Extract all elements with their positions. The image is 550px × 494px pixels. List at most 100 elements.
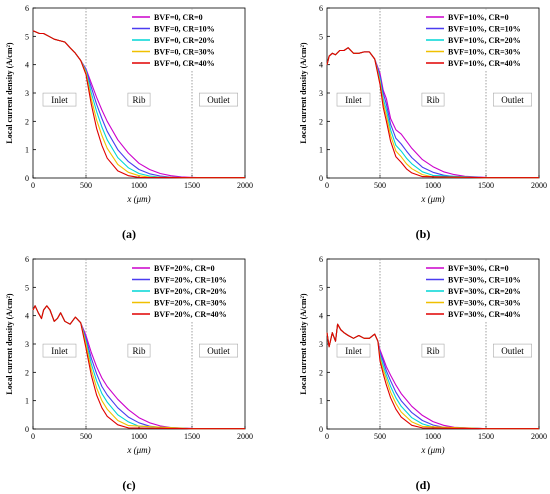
series-line — [326, 323, 539, 430]
region-label: Inlet — [51, 346, 68, 356]
x-tick-label: 1500 — [184, 181, 200, 190]
x-tick-label: 2000 — [237, 181, 253, 190]
x-tick-label: 500 — [80, 432, 92, 441]
legend-entry: BVF=30%, CR=10% — [448, 276, 521, 285]
region-label-box — [42, 92, 77, 107]
region-label-box — [421, 92, 445, 107]
legend-entry: BVF=30%, CR=20% — [448, 287, 521, 296]
legend-entry: BVF=0, CR=20% — [154, 36, 215, 45]
region-label: Inlet — [345, 346, 362, 356]
y-tick-label: 3 — [25, 340, 29, 349]
y-tick-label: 0 — [319, 174, 323, 183]
region-label-box — [127, 92, 151, 107]
x-axis-label: x (μm) — [420, 445, 444, 455]
x-tick-label: 2000 — [531, 432, 547, 441]
x-tick-label: 500 — [374, 432, 386, 441]
y-tick-label: 6 — [25, 4, 29, 13]
x-tick-label: 2000 — [531, 181, 547, 190]
x-axis-label: x (μm) — [420, 194, 444, 204]
chart-panel: 0 500 1000 1500 2000 0 1 2 3 4 5 6 Inlet Rib Outlet BVF… — [299, 4, 547, 241]
series-line — [326, 323, 539, 430]
x-tick-label: 500 — [374, 181, 386, 190]
region-label-box — [421, 343, 445, 358]
y-axis-label: Local current density (A/cm²) — [299, 42, 308, 143]
series-line — [326, 323, 539, 430]
y-tick-label: 2 — [25, 368, 29, 377]
y-tick-label: 0 — [25, 174, 29, 183]
series-line — [32, 305, 245, 430]
x-tick-label: 0 — [325, 432, 329, 441]
x-axis-label: x (μm) — [126, 445, 150, 455]
y-tick-label: 2 — [319, 117, 323, 126]
legend-entry: BVF=0, CR=0 — [154, 13, 203, 22]
legend-entry: BVF=10%, CR=20% — [448, 36, 521, 45]
y-tick-label: 5 — [319, 283, 323, 292]
panel-label: (a) — [122, 227, 136, 241]
y-tick-label: 5 — [319, 32, 323, 41]
series-line — [326, 323, 539, 430]
series-line — [32, 305, 245, 430]
y-tick-label: 5 — [25, 283, 29, 292]
x-tick-label: 1500 — [184, 432, 200, 441]
y-tick-label: 4 — [25, 61, 29, 70]
region-label: Inlet — [345, 95, 362, 105]
series-line — [326, 323, 539, 430]
panel-label: (c) — [122, 478, 135, 492]
series-line — [32, 305, 245, 430]
y-tick-label: 4 — [319, 61, 323, 70]
y-axis-label: Local current density (A/cm²) — [5, 293, 14, 394]
legend-entry: BVF=10%, CR=40% — [448, 59, 521, 68]
legend-entry: BVF=10%, CR=30% — [448, 48, 521, 57]
x-tick-label: 1000 — [131, 181, 147, 190]
legend-entry: BVF=10%, CR=10% — [448, 25, 521, 34]
y-axis-label: Local current density (A/cm²) — [299, 293, 308, 394]
region-label: Outlet — [207, 346, 230, 356]
x-tick-label: 1000 — [425, 432, 441, 441]
series-line — [32, 305, 246, 430]
x-axis-label: x (μm) — [126, 194, 150, 204]
y-tick-label: 2 — [319, 368, 323, 377]
series-line — [32, 305, 245, 430]
legend-entry: BVF=30%, CR=40% — [448, 310, 521, 319]
region-label-box — [199, 343, 239, 358]
legend-entry: BVF=20%, CR=40% — [154, 310, 227, 319]
legend-entry: BVF=20%, CR=20% — [154, 287, 227, 296]
y-tick-label: 1 — [319, 146, 323, 155]
x-tick-label: 500 — [80, 181, 92, 190]
region-label: Outlet — [501, 346, 524, 356]
region-label: Rib — [426, 95, 440, 105]
region-label: Rib — [132, 95, 146, 105]
x-tick-label: 1500 — [478, 181, 494, 190]
x-tick-label: 2000 — [237, 432, 253, 441]
region-label-box — [127, 343, 151, 358]
region-label: Rib — [426, 346, 440, 356]
y-tick-label: 3 — [319, 89, 323, 98]
series-line — [32, 30, 245, 179]
legend-entry: BVF=10%, CR=0 — [448, 13, 509, 22]
chart-panel: 0 500 1000 1500 2000 0 1 2 3 4 5 6 Inlet Rib Outlet BVF… — [5, 255, 253, 492]
y-tick-label: 1 — [319, 397, 323, 406]
y-tick-label: 3 — [319, 340, 323, 349]
region-label: Rib — [132, 346, 146, 356]
chart-panel: 0 500 1000 1500 2000 0 1 2 3 4 5 6 Inlet Rib Outlet BVF… — [5, 4, 253, 241]
region-label-box — [336, 343, 371, 358]
y-tick-label: 0 — [319, 425, 323, 434]
legend-entry: BVF=20%, CR=10% — [154, 276, 227, 285]
region-label-box — [199, 92, 239, 107]
y-tick-label: 5 — [25, 32, 29, 41]
y-tick-label: 6 — [319, 255, 323, 264]
region-label-box — [493, 92, 533, 107]
region-label: Outlet — [207, 95, 230, 105]
y-tick-label: 1 — [25, 397, 29, 406]
legend-entry: BVF=30%, CR=0 — [448, 264, 509, 273]
y-tick-label: 4 — [25, 312, 29, 321]
y-tick-label: 2 — [25, 117, 29, 126]
x-tick-label: 0 — [325, 181, 329, 190]
y-axis-label: Local current density (A/cm²) — [5, 42, 14, 143]
panel-label: (b) — [416, 227, 431, 241]
y-tick-label: 3 — [25, 89, 29, 98]
y-tick-label: 6 — [25, 255, 29, 264]
region-label-box — [493, 343, 533, 358]
x-tick-label: 1500 — [478, 432, 494, 441]
